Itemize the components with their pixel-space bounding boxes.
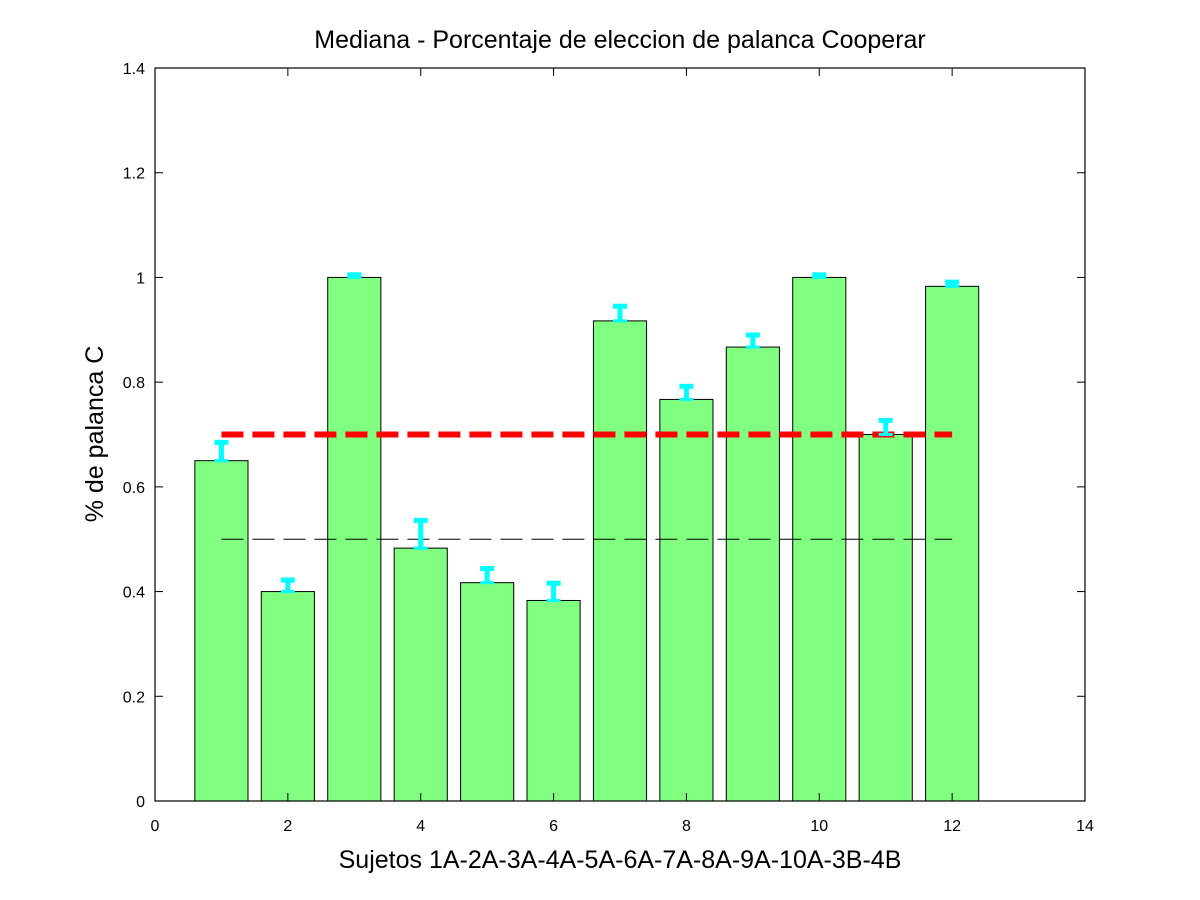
error-bar [280,577,295,594]
bar [260,591,315,802]
y-tick-label: 1.4 [123,61,145,78]
x-tick-label: 10 [810,818,828,835]
bar [393,547,448,802]
error-bar [812,272,827,279]
x-tick-label: 4 [416,818,425,835]
bar [725,346,780,802]
y-tick-label: 1.2 [123,166,145,183]
bar [460,582,515,802]
y-tick-label: 1 [136,270,145,287]
error-bars-layer [214,272,960,602]
x-axis: 0 2 4 6 8 10 12 14 [151,68,1094,835]
y-tick-label: 0 [136,794,145,811]
chart-title: Mediana - Porcentaje de eleccion de pala… [314,26,926,54]
y-tick-label: 0.4 [123,585,145,602]
y-tick-label: 0.8 [123,375,145,392]
bars-layer [194,276,980,802]
bar [526,599,581,802]
y-axis: 0 0.2 0.4 0.6 0.8 1 1.2 1.4 [123,61,1085,811]
error-bar [546,580,561,602]
bar [925,285,980,802]
y-axis-title: % de palanca C [81,346,109,523]
error-bar [745,332,760,349]
x-axis-title: Sujetos 1A-2A-3A-4A-5A-6A-7A-8A-9A-10A-3… [339,846,902,874]
error-bar [413,517,428,550]
x-tick-label: 2 [283,818,292,835]
y-tick-label: 0.2 [123,689,145,706]
x-tick-label: 12 [943,818,961,835]
y-tick-label: 0.6 [123,480,145,497]
error-bar [679,383,694,401]
error-bar [945,279,960,288]
bar [858,434,913,802]
bar [194,460,249,802]
reference-lines-layer [221,431,953,540]
bar [659,398,714,802]
error-bar [480,566,495,585]
error-bar [613,303,627,323]
x-tick-label: 14 [1076,818,1094,835]
x-tick-label: 6 [549,818,558,835]
error-bar [347,272,362,279]
error-bar [878,417,893,436]
x-tick-label: 0 [151,818,160,835]
x-tick-label: 8 [682,818,691,835]
bar [592,320,648,802]
error-bar [214,439,229,463]
plot-frame [154,67,1086,802]
